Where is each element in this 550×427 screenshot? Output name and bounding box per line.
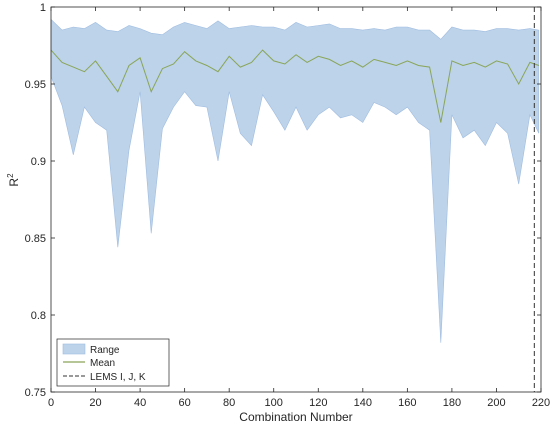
x-tick-label: 160 — [398, 397, 416, 409]
y-axis-label-superscript: 2 — [6, 173, 15, 178]
range-band — [50, 18, 540, 343]
x-tick-label: 100 — [265, 397, 283, 409]
x-tick-label: 20 — [89, 397, 101, 409]
legend: Range Mean LEMS I, J, K — [56, 338, 170, 387]
legend-label: Range — [90, 345, 120, 356]
x-tick-label: 120 — [309, 397, 327, 409]
x-tick-label: 220 — [532, 397, 550, 409]
x-tick-label: 40 — [134, 397, 146, 409]
x-tick-label: 80 — [223, 397, 235, 409]
x-tick-label: 180 — [443, 397, 461, 409]
x-tick-label: 0 — [48, 397, 54, 409]
y-tick-label: 0.85 — [25, 233, 46, 245]
mean-line — [50, 49, 539, 123]
legend-label: LEMS I, J, K — [90, 372, 146, 383]
y-tick-label: 0.75 — [25, 387, 46, 399]
y-tick-label: 0.95 — [25, 79, 46, 91]
y-tick-label: 1 — [40, 2, 46, 14]
y-tick-label: 0.8 — [31, 310, 46, 322]
y-tick-label: 0.9 — [31, 156, 46, 168]
axes-box — [50, 6, 542, 393]
y-axis-label: R2 — [6, 173, 21, 187]
x-tick-label: 140 — [354, 397, 372, 409]
legend-label: Mean — [90, 358, 115, 369]
x-tick-label: 60 — [179, 397, 191, 409]
plot-area — [50, 7, 540, 392]
legend-swatch-range — [62, 343, 86, 355]
x-tick-label: 200 — [487, 397, 505, 409]
x-axis-label: Combination Number — [239, 410, 352, 424]
y-axis-label-text: R — [7, 178, 21, 187]
axes: 0 20 40 60 80 100 120 140 160 180 200 220 0.75 0.8 0.8… — [25, 2, 550, 409]
